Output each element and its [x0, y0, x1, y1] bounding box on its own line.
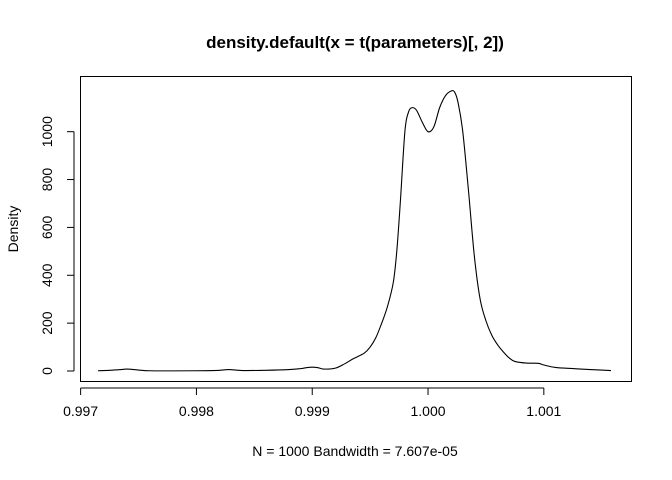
density-curve	[97, 90, 612, 372]
y-axis: 0 200 400 600 800 1000	[39, 116, 75, 375]
x-axis-label: N = 1000 Bandwidth = 7.607e-05	[252, 443, 458, 459]
y-tick-label: 600	[39, 216, 55, 240]
y-tick-label: 200	[39, 311, 55, 335]
y-tick-label: 1000	[39, 116, 55, 147]
chart-title: density.default(x = t(parameters)[, 2])	[206, 33, 504, 52]
x-tick-label: 0.999	[295, 403, 330, 419]
x-tick-label: 0.998	[179, 403, 214, 419]
x-tick-label: 0.997	[63, 403, 98, 419]
plot-frame	[80, 76, 632, 382]
x-tick-label: 1.001	[526, 403, 561, 419]
y-tick-label: 800	[39, 168, 55, 192]
y-axis-label: Density	[5, 206, 21, 253]
y-tick-label: 0	[39, 367, 55, 375]
y-tick-label: 400	[39, 263, 55, 287]
x-tick-label: 1.000	[411, 403, 446, 419]
x-axis: 0.997 0.998 0.999 1.000 1.001	[63, 387, 562, 419]
